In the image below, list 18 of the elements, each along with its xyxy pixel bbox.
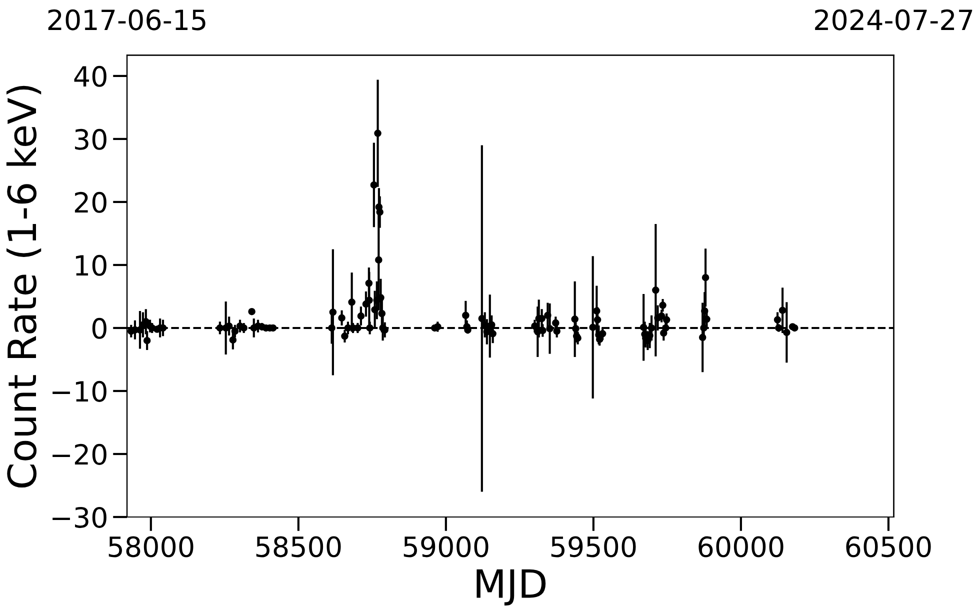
y-tick-label: 10 [76, 254, 106, 276]
x2-tick-label: 2017-06-15 [48, 9, 206, 30]
y-tick-label: 0 [92, 318, 106, 339]
x-axis-title: MJD [476, 569, 546, 606]
y-axis-title: Count Rate (1-6 keV) [6, 86, 42, 488]
x2-tick-label: 2024-07-27 [815, 9, 972, 30]
x-tick-label: 60500 [846, 536, 931, 558]
y-tick-label: −10 [52, 380, 106, 402]
y-tick-label: 40 [74, 66, 106, 87]
y-tick-label: 30 [75, 128, 106, 150]
x-tick-label: 59000 [404, 536, 488, 558]
x-tick-label: 58500 [256, 536, 341, 558]
y-tick-label: 20 [74, 192, 106, 213]
x-tick-label: 58000 [108, 536, 194, 558]
x-tick-label: 59500 [551, 536, 636, 558]
x-tick-label: 60000 [698, 536, 784, 558]
y-tick-label: −30 [52, 506, 106, 528]
y-tick-label: −20 [52, 444, 106, 465]
